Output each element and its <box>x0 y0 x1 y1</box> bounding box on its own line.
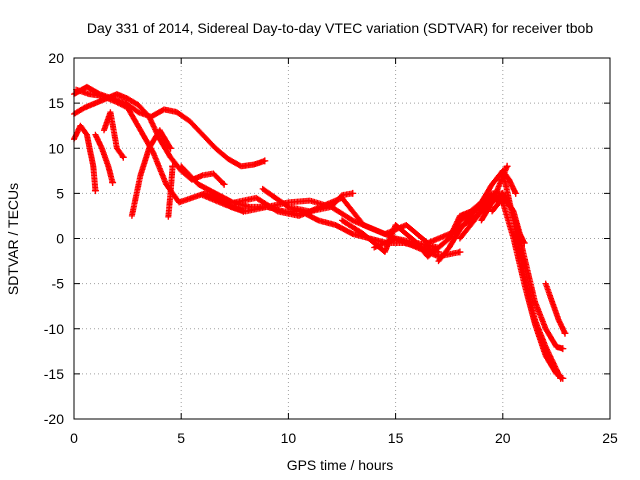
y-tick-label: 15 <box>48 95 64 111</box>
y-tick-label: -20 <box>44 411 64 427</box>
x-tick-label: 15 <box>388 430 404 446</box>
series-markers <box>499 167 519 197</box>
y-tick-label: 0 <box>56 231 64 247</box>
series-markers <box>259 185 356 215</box>
series-track-6 <box>101 109 127 161</box>
series-markers <box>371 199 485 260</box>
series-end-marker <box>520 239 528 247</box>
x-tick-label: 5 <box>177 430 185 446</box>
series-track-20 <box>542 280 569 337</box>
series-markers <box>101 109 127 161</box>
axis-ticks: 0 5 10 15 20 25 -20 -15 -10 -5 0 5 10 15 20 <box>44 50 618 446</box>
series-track-5 <box>92 131 117 187</box>
series-end-marker <box>512 189 520 197</box>
chart-title: Day 331 of 2014, Sidereal Day-to-day VTE… <box>87 20 594 36</box>
series-track-7 <box>128 127 174 219</box>
y-tick-label: 10 <box>48 140 64 156</box>
series-track-12 <box>259 185 357 215</box>
x-tick-label: 20 <box>495 430 511 446</box>
series-markers <box>128 127 174 219</box>
series-markers <box>542 280 568 337</box>
series-end-marker <box>91 187 99 195</box>
y-tick-label: -10 <box>44 321 64 337</box>
series-end-marker <box>166 144 174 152</box>
x-axis-label: GPS time / hours <box>287 457 394 473</box>
series-track-19 <box>499 167 520 197</box>
series-markers <box>489 194 528 246</box>
series-end-marker <box>349 189 357 197</box>
y-tick-label: -15 <box>44 366 64 382</box>
series-markers <box>165 163 176 220</box>
y-tick-label: -5 <box>52 276 65 292</box>
x-tick-label: 10 <box>281 430 297 446</box>
x-tick-label: 0 <box>70 430 78 446</box>
data-series <box>71 83 569 382</box>
x-tick-label: 25 <box>602 430 618 446</box>
series-end-marker <box>109 179 117 187</box>
series-track-8 <box>165 162 177 220</box>
series-end-marker <box>220 180 228 188</box>
series-end-marker <box>261 157 269 165</box>
series-end-marker <box>456 248 464 256</box>
series-end-marker <box>559 345 567 353</box>
y-axis-label: SDTVAR / TECUs <box>5 183 21 295</box>
series-end-marker <box>559 374 567 382</box>
series-markers <box>92 131 116 186</box>
y-tick-label: 5 <box>56 185 64 201</box>
series-end-marker <box>561 329 569 337</box>
series-end-marker <box>503 162 511 170</box>
y-tick-label: 20 <box>48 50 64 66</box>
series-end-marker <box>119 153 127 161</box>
series-end-marker <box>169 162 177 170</box>
series-track-18 <box>489 194 528 247</box>
